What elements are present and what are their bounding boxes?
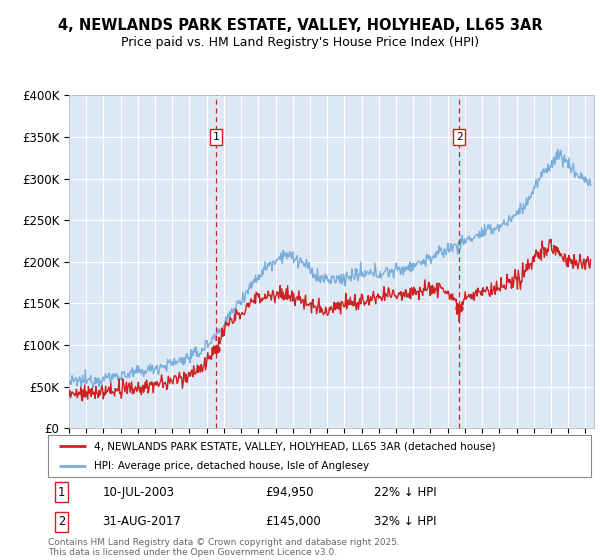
Text: 22% ↓ HPI: 22% ↓ HPI: [374, 486, 436, 498]
Text: 2: 2: [455, 132, 463, 142]
Text: 1: 1: [58, 486, 65, 498]
Text: £145,000: £145,000: [265, 515, 321, 528]
Text: HPI: Average price, detached house, Isle of Anglesey: HPI: Average price, detached house, Isle…: [94, 461, 369, 471]
Text: £94,950: £94,950: [265, 486, 314, 498]
Text: 4, NEWLANDS PARK ESTATE, VALLEY, HOLYHEAD, LL65 3AR: 4, NEWLANDS PARK ESTATE, VALLEY, HOLYHEA…: [58, 18, 542, 32]
Text: 4, NEWLANDS PARK ESTATE, VALLEY, HOLYHEAD, LL65 3AR (detached house): 4, NEWLANDS PARK ESTATE, VALLEY, HOLYHEA…: [94, 441, 496, 451]
Text: 2: 2: [58, 515, 65, 528]
Text: 31-AUG-2017: 31-AUG-2017: [103, 515, 181, 528]
Text: Price paid vs. HM Land Registry's House Price Index (HPI): Price paid vs. HM Land Registry's House …: [121, 36, 479, 49]
Text: Contains HM Land Registry data © Crown copyright and database right 2025.
This d: Contains HM Land Registry data © Crown c…: [48, 538, 400, 557]
Text: 32% ↓ HPI: 32% ↓ HPI: [374, 515, 436, 528]
Text: 10-JUL-2003: 10-JUL-2003: [103, 486, 175, 498]
FancyBboxPatch shape: [48, 435, 591, 477]
Text: 1: 1: [212, 132, 219, 142]
